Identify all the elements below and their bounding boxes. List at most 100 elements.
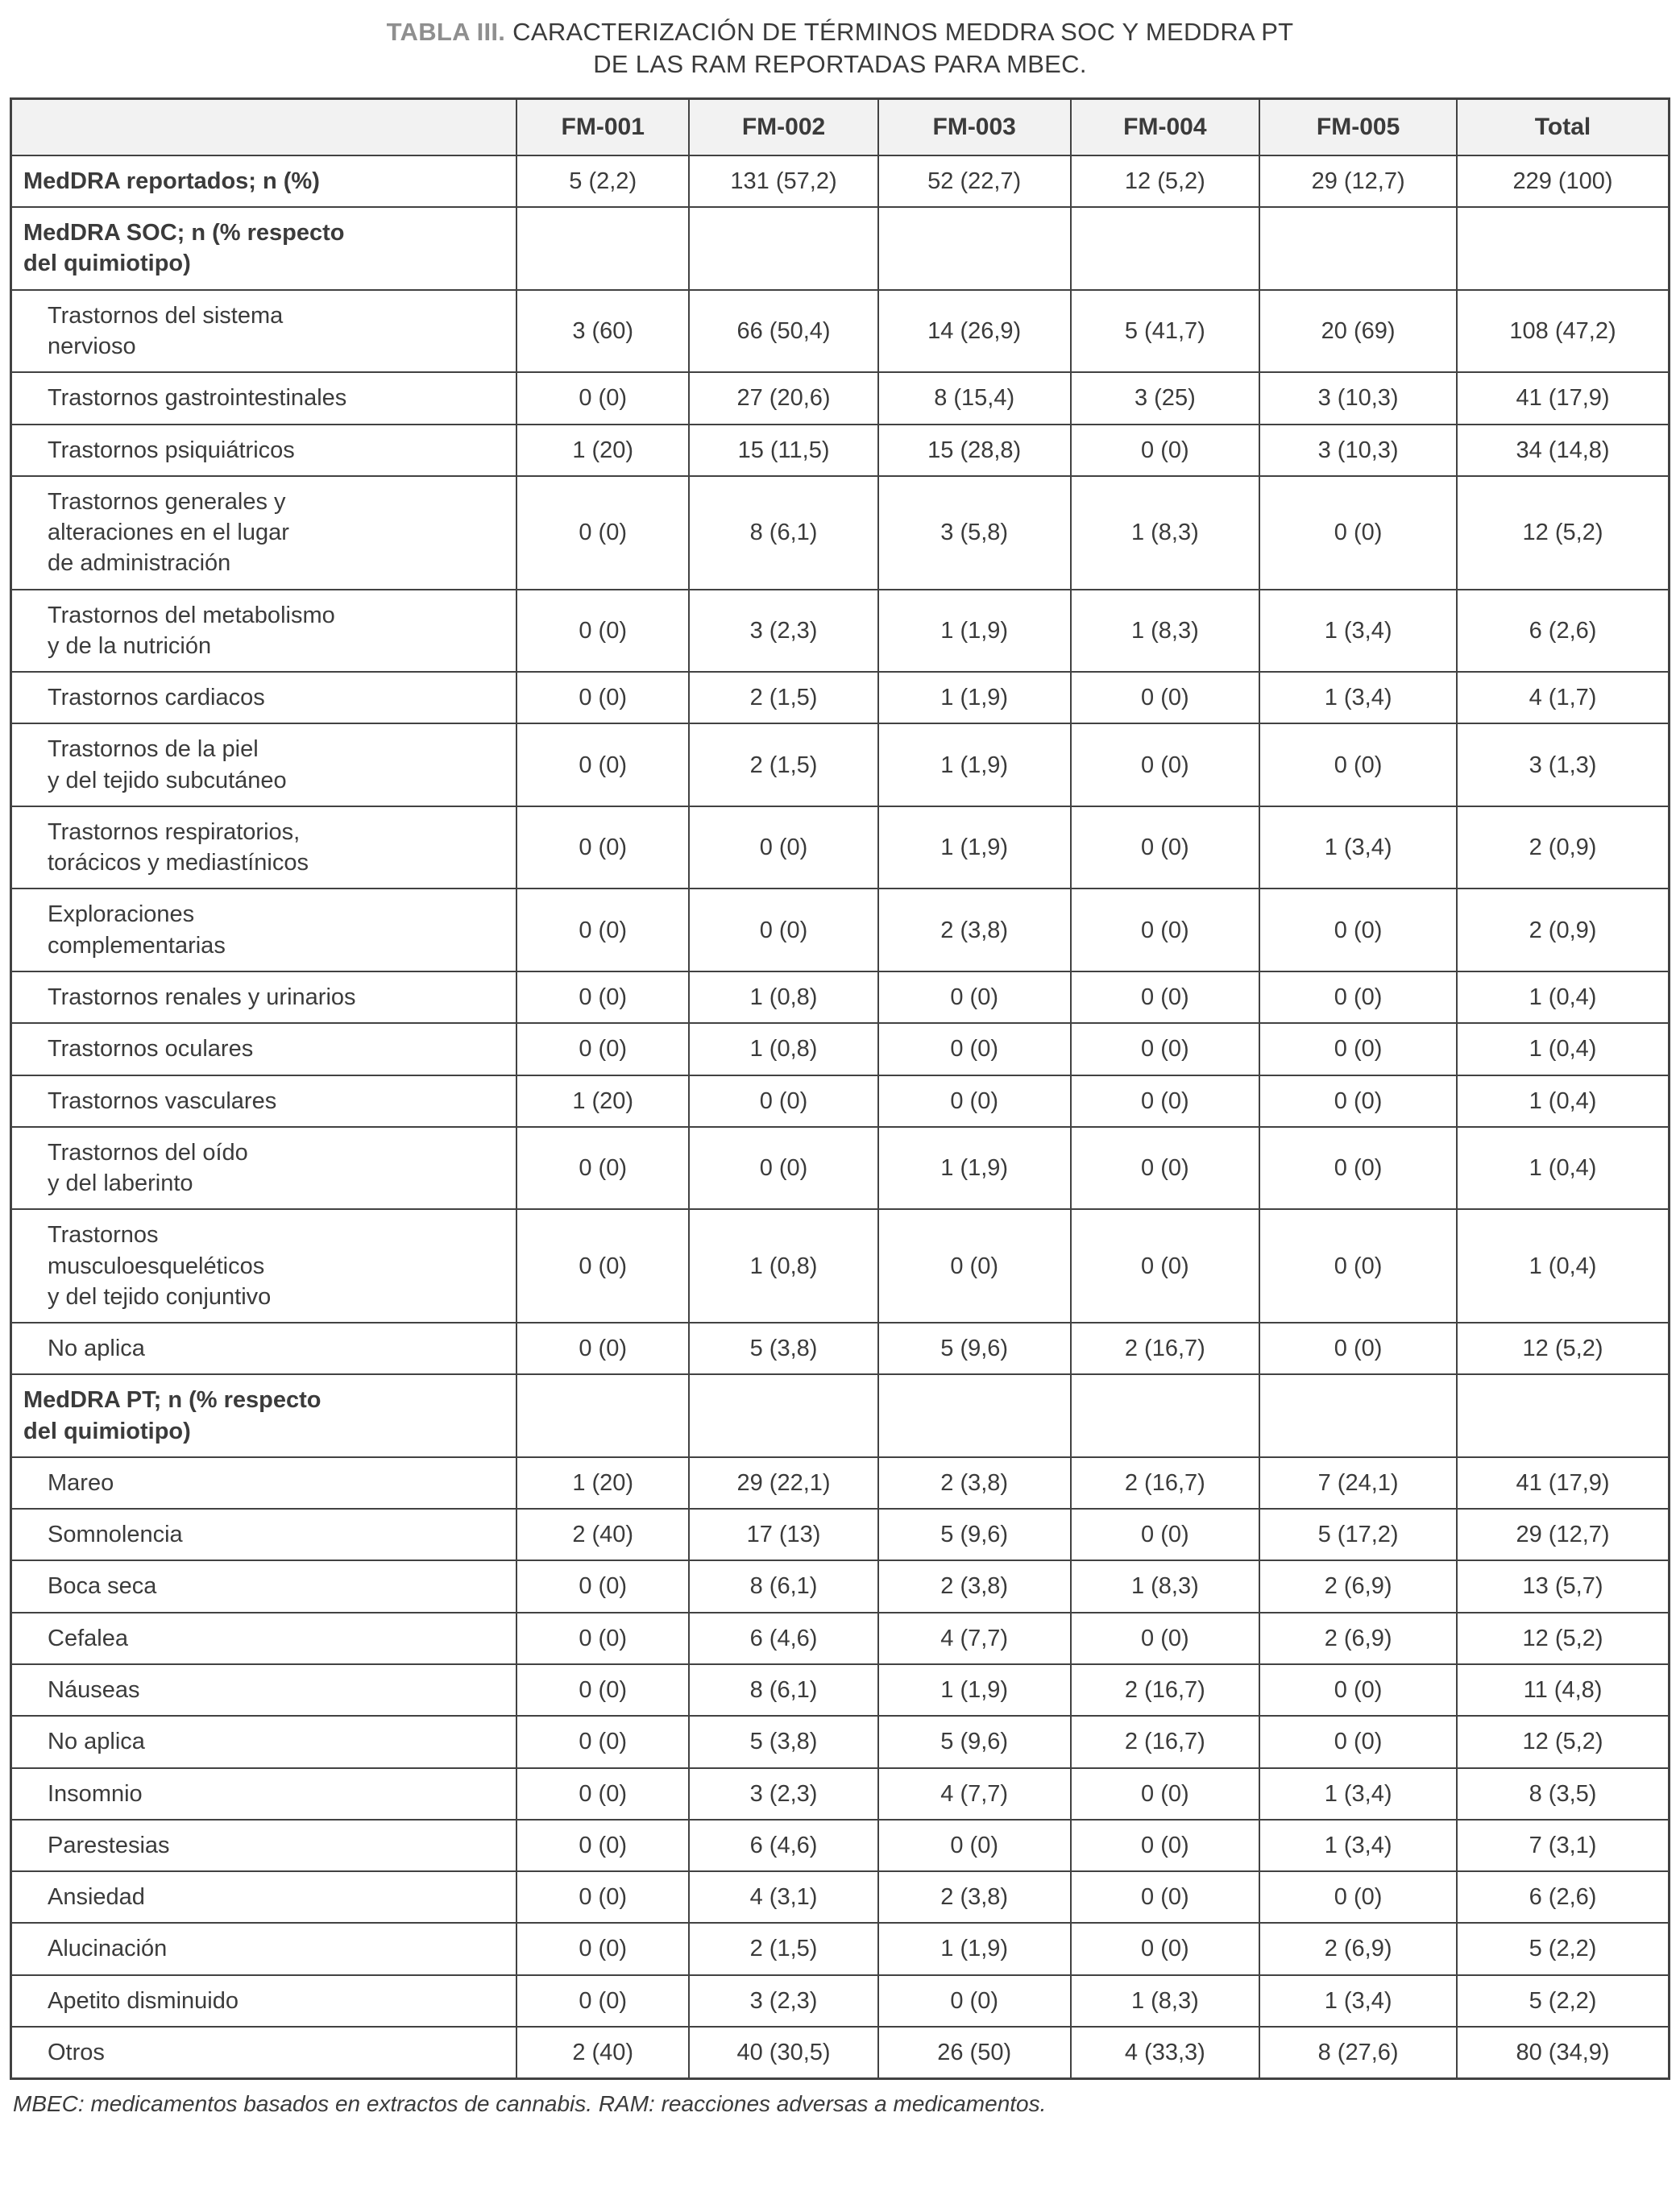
column-header-fm-003: FM-003 (877, 97, 1072, 156)
data-cell: 0 (0) (1069, 1074, 1261, 1128)
data-cell: 29 (12,7) (1259, 154, 1458, 209)
data-cell (1456, 1373, 1670, 1458)
data-cell: 12 (5,2) (1456, 1611, 1670, 1665)
table-row: MedDRA PT; n (% respecto del quimiotipo) (10, 1373, 1670, 1458)
table-row: Otros 2 (40) 40 (30,5) 26 (50) 4 (33,3) 8 (27… (10, 2025, 1670, 2080)
data-cell: 1 (20) (516, 1456, 691, 1510)
row-label: Trastornos vasculares (10, 1074, 518, 1128)
data-cell: 29 (22,1) (688, 1456, 879, 1510)
data-cell: 0 (0) (1259, 970, 1458, 1025)
data-cell: 41 (17,9) (1456, 371, 1670, 425)
table-row: Boca seca 0 (0) 8 (6,1) 2 (3,8) 1 (8,3) 2 (6,… (10, 1560, 1670, 1613)
data-cell: 13 (5,7) (1456, 1560, 1670, 1613)
data-cell: 0 (0) (1259, 1125, 1458, 1211)
data-cell: 0 (0) (1259, 888, 1458, 972)
table-body: MedDRA reportados; n (%) 5 (2,2) 131 (57,2… (10, 154, 1670, 2080)
column-header-fm-005: FM-005 (1259, 97, 1458, 156)
data-cell: 6 (4,6) (688, 1818, 879, 1873)
data-cell: 2 (3,8) (877, 1560, 1072, 1613)
data-cell: 1 (20) (516, 1074, 691, 1128)
data-cell: 2 (6,9) (1259, 1922, 1458, 1976)
data-cell: 0 (0) (516, 1663, 691, 1717)
data-cell: 0 (0) (1259, 1715, 1458, 1769)
data-cell: 0 (0) (516, 1922, 691, 1976)
data-cell: 34 (14,8) (1456, 423, 1670, 477)
data-cell: 12 (5,2) (1069, 154, 1261, 209)
table-caption-text: CARACTERIZACIÓN DE TÉRMINOS MEDDRA SOC Y… (512, 18, 1294, 78)
data-cell: 1 (3,4) (1259, 588, 1458, 673)
data-cell: 29 (12,7) (1456, 1508, 1670, 1562)
data-cell: 0 (0) (516, 805, 691, 890)
data-cell: 0 (0) (516, 671, 691, 725)
table-row: Alucinación 0 (0) 2 (1,5) 1 (1,9) 0 (0) 2 (6,… (10, 1922, 1670, 1976)
data-cell: 1 (8,3) (1069, 1974, 1261, 2028)
data-cell: 1 (20) (516, 423, 691, 477)
data-cell: 0 (0) (516, 1125, 691, 1211)
row-label: MedDRA PT; n (% respecto del quimiotipo) (10, 1373, 518, 1458)
data-cell: 1 (0,4) (1456, 1074, 1670, 1128)
data-cell: 12 (5,2) (1456, 1322, 1670, 1376)
row-label: Mareo (10, 1456, 518, 1510)
data-cell: 0 (0) (516, 1022, 691, 1076)
data-cell: 1 (3,4) (1259, 1767, 1458, 1821)
table-row: Cefalea 0 (0) 6 (4,6) 4 (7,7) 0 (0) 2 (6,9) 12… (10, 1611, 1670, 1665)
data-cell: 1 (1,9) (877, 1663, 1072, 1717)
data-cell: 0 (0) (1069, 1922, 1261, 1976)
row-label: Otros (10, 2025, 518, 2080)
row-label: Trastornos generales y alteraciones en e… (10, 474, 518, 590)
data-cell: 3 (25) (1069, 371, 1261, 425)
data-cell: 0 (0) (877, 1074, 1072, 1128)
data-cell: 41 (17,9) (1456, 1456, 1670, 1510)
data-cell: 1 (1,9) (877, 723, 1072, 807)
data-cell: 108 (47,2) (1456, 288, 1670, 374)
data-cell: 5 (9,6) (877, 1715, 1072, 1769)
data-cell: 0 (0) (1259, 1074, 1458, 1128)
data-cell: 1 (0,4) (1456, 1022, 1670, 1076)
data-cell: 80 (34,9) (1456, 2025, 1670, 2080)
row-label: Trastornos de la piel y del tejido subcu… (10, 723, 518, 807)
data-cell: 0 (0) (688, 1125, 879, 1211)
column-header-fm-001: FM-001 (516, 97, 691, 156)
data-cell: 0 (0) (516, 970, 691, 1025)
data-cell: 26 (50) (877, 2025, 1072, 2080)
data-cell: 20 (69) (1259, 288, 1458, 374)
data-cell: 0 (0) (688, 1074, 879, 1128)
table-row: Trastornos del metabolismo y de la nutri… (10, 588, 1670, 673)
data-cell: 0 (0) (1069, 1208, 1261, 1324)
data-cell: 0 (0) (877, 1208, 1072, 1324)
data-cell: 1 (8,3) (1069, 588, 1261, 673)
row-label: Boca seca (10, 1560, 518, 1613)
data-cell: 0 (0) (516, 723, 691, 807)
data-cell: 2 (1,5) (688, 1922, 879, 1976)
data-cell (516, 1373, 691, 1458)
table-caption: TABLA III. CARACTERIZACIÓN DE TÉRMINOS M… (276, 16, 1404, 80)
table-row: Náuseas 0 (0) 8 (6,1) 1 (1,9) 2 (16,7) 0 (0) 1… (10, 1663, 1670, 1717)
data-cell: 8 (27,6) (1259, 2025, 1458, 2080)
data-cell: 2 (16,7) (1069, 1715, 1261, 1769)
meddra-table: FM-001 FM-002 FM-003 FM-004 FM-005 Total MedD… (10, 97, 1670, 2081)
data-cell: 0 (0) (516, 1767, 691, 1821)
data-cell: 0 (0) (1259, 1870, 1458, 1924)
data-cell: 2 (6,9) (1259, 1611, 1458, 1665)
data-cell: 0 (0) (1259, 1022, 1458, 1076)
table-row: No aplica 0 (0) 5 (3,8) 5 (9,6) 2 (16,7) 0 (0… (10, 1322, 1670, 1376)
table-row: Trastornos oculares 0 (0) 1 (0,8) 0 (0) 0 (0… (10, 1022, 1670, 1076)
data-cell: 0 (0) (1069, 1508, 1261, 1562)
data-cell: 1 (0,4) (1456, 1125, 1670, 1211)
row-label: Apetito disminuido (10, 1974, 518, 2028)
data-cell: 17 (13) (688, 1508, 879, 1562)
data-cell: 1 (3,4) (1259, 671, 1458, 725)
table-row: Trastornos generales y alteraciones en e… (10, 474, 1670, 590)
data-cell: 1 (0,4) (1456, 970, 1670, 1025)
data-cell: 7 (3,1) (1456, 1818, 1670, 1873)
data-cell: 3 (10,3) (1259, 423, 1458, 477)
table-row: Somnolencia 2 (40) 17 (13) 5 (9,6) 0 (0) 5 (1… (10, 1508, 1670, 1562)
data-cell: 3 (2,3) (688, 588, 879, 673)
row-label: MedDRA SOC; n (% respecto del quimiotipo… (10, 206, 518, 291)
row-label: Somnolencia (10, 1508, 518, 1562)
table-row: MedDRA SOC; n (% respecto del quimiotipo… (10, 206, 1670, 291)
data-cell (688, 1373, 879, 1458)
data-cell: 5 (17,2) (1259, 1508, 1458, 1562)
data-cell (1259, 1373, 1458, 1458)
data-cell: 11 (4,8) (1456, 1663, 1670, 1717)
